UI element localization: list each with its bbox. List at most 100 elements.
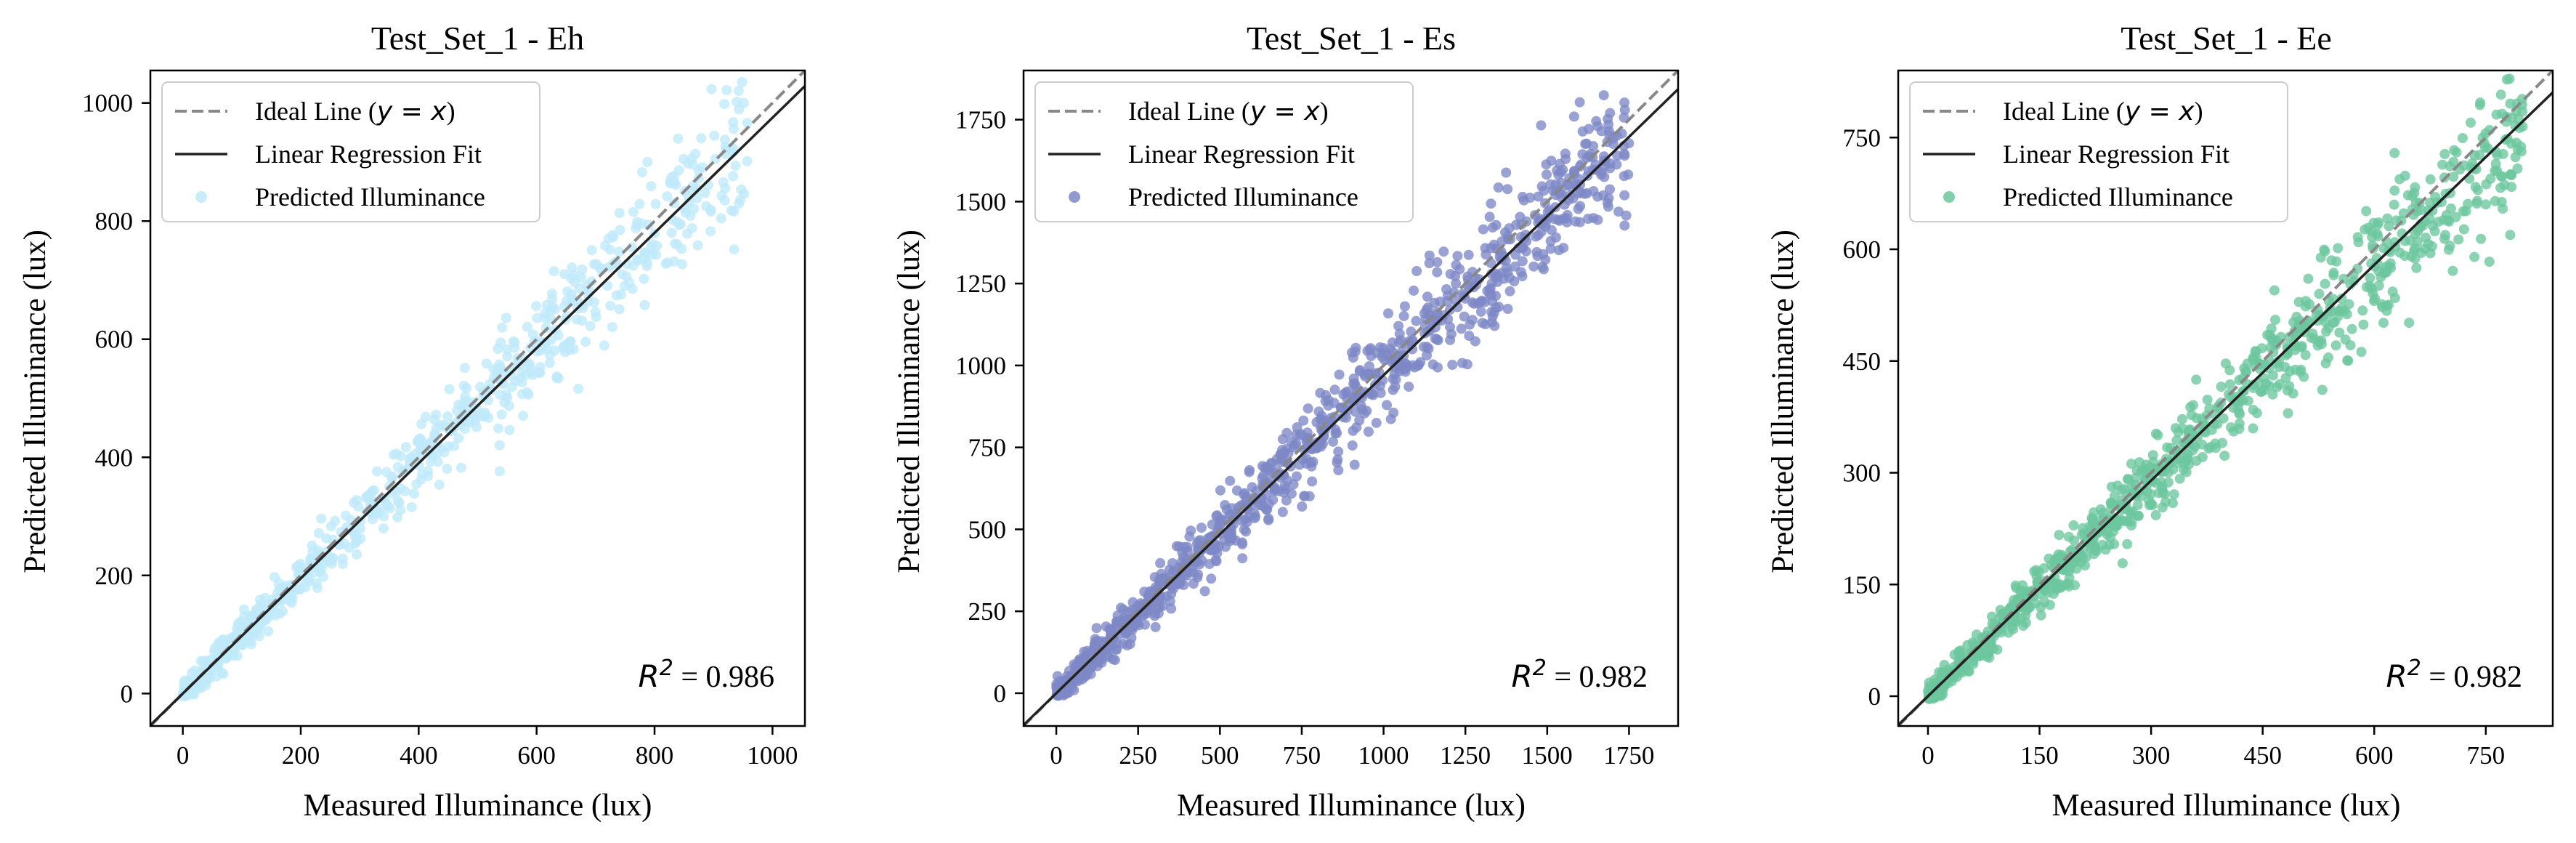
scatter-point xyxy=(1150,621,1161,632)
scatter-point xyxy=(1568,111,1579,122)
scatter-point xyxy=(2323,323,2334,334)
scatter-point xyxy=(1456,323,1467,334)
r2-annotation: R2 = 0.982 xyxy=(2386,656,2522,694)
x-tick-label: 250 xyxy=(1119,741,1157,770)
legend-ideal-suffix: ) xyxy=(447,97,455,126)
scatter-point xyxy=(737,77,748,88)
scatter-point xyxy=(1348,396,1359,407)
r2-symbol: R xyxy=(639,658,660,694)
scatter-point xyxy=(2389,148,2400,158)
scatter-point xyxy=(2389,237,2400,248)
scatter-point xyxy=(2407,190,2418,201)
scatter-point xyxy=(2424,214,2435,225)
scatter-point xyxy=(1387,337,1398,348)
scatter-point xyxy=(2303,273,2314,284)
scatter-point xyxy=(2283,408,2293,419)
y-tick-label: 1000 xyxy=(82,89,133,118)
scatter-point xyxy=(1263,515,1274,525)
scatter-point xyxy=(2116,485,2127,496)
scatter-point xyxy=(2210,438,2221,449)
scatter-point xyxy=(2477,132,2488,143)
scatter-point xyxy=(517,389,528,400)
scatter-point xyxy=(2415,222,2425,233)
scatter-point xyxy=(1210,544,1220,555)
scatter-point xyxy=(615,225,625,235)
scatter-point xyxy=(442,464,453,474)
scatter-point xyxy=(1215,485,1226,496)
r2-superscript: 2 xyxy=(660,656,673,681)
scatter-point xyxy=(1515,267,1526,278)
scatter-point xyxy=(1491,219,1502,230)
scatter-point xyxy=(2011,616,2022,627)
scatter-point xyxy=(1333,446,1344,457)
scatter-point xyxy=(318,557,329,568)
scatter-point xyxy=(1239,524,1249,535)
scatter-point xyxy=(2132,500,2143,511)
scatter-point xyxy=(434,480,445,491)
scatter-point xyxy=(1457,358,1467,368)
scatter-point xyxy=(1220,541,1231,552)
scatter-point xyxy=(1498,273,1509,284)
scatter-point xyxy=(2410,243,2421,254)
y-tick-label: 150 xyxy=(1843,570,1882,599)
scatter-point xyxy=(2498,203,2508,214)
scatter-point xyxy=(1971,629,1982,640)
scatter-point xyxy=(1364,361,1374,371)
scatter-point xyxy=(1332,454,1343,465)
scatter-point xyxy=(1363,427,1374,437)
scatter-point xyxy=(2153,488,2164,499)
x-tick-label: 0 xyxy=(1921,741,1935,770)
scatter-point xyxy=(304,576,315,586)
scatter-point xyxy=(642,157,653,167)
scatter-point xyxy=(2224,379,2235,390)
scatter-point xyxy=(738,97,749,108)
scatter-point xyxy=(1549,214,1560,225)
legend-scatter-swatch xyxy=(1069,191,1080,203)
scatter-point xyxy=(1267,458,1278,469)
scatter-point xyxy=(614,246,625,257)
scatter-point xyxy=(294,584,305,595)
scatter-point xyxy=(1390,374,1401,385)
scatter-point xyxy=(2333,243,2344,254)
scatter-point xyxy=(1411,266,1422,276)
x-tick-label: 0 xyxy=(177,741,189,770)
x-tick-label: 0 xyxy=(1050,741,1063,770)
scatter-point xyxy=(471,422,482,432)
scatter-point xyxy=(2499,180,2510,190)
scatter-point xyxy=(2345,340,2356,351)
scatter-point xyxy=(1493,182,1504,193)
scatter-point xyxy=(392,496,403,507)
scatter-point xyxy=(1528,261,1539,272)
scatter-point xyxy=(1583,214,1594,224)
scatter-point xyxy=(1480,243,1491,254)
regression-fit-line xyxy=(1898,91,2553,726)
scatter-point xyxy=(670,238,681,249)
scatter-point xyxy=(687,159,698,170)
scatter-point xyxy=(2283,385,2293,396)
chart-panel-es: Test_Set_1 - Es Predicted Illuminance (l… xyxy=(892,20,1680,823)
scatter-point xyxy=(2272,382,2283,392)
legend-scatter-swatch xyxy=(1943,191,1955,203)
scatter-point xyxy=(1291,429,1302,440)
scatter-point xyxy=(2365,281,2375,291)
legend-ideal-label: Ideal Line (y = x) xyxy=(255,97,455,126)
scatter-point xyxy=(444,384,455,395)
scatter-point xyxy=(493,423,503,434)
scatter-point xyxy=(1504,223,1515,234)
scatter-point xyxy=(2320,246,2330,257)
scatter-point xyxy=(1619,220,1630,231)
legend-ideal-label: Ideal Line (y = x) xyxy=(2003,97,2203,126)
scatter-point xyxy=(1371,347,1382,358)
scatter-point xyxy=(2269,337,2280,348)
scatter-point xyxy=(459,363,470,374)
scatter-point xyxy=(1276,450,1287,460)
scatter-point xyxy=(1592,214,1603,225)
scatter-point xyxy=(2382,213,2393,224)
scatter-point xyxy=(1623,169,1634,180)
scatter-point xyxy=(2102,526,2113,537)
scatter-point xyxy=(2143,495,2154,506)
scatter-point xyxy=(522,321,532,332)
scatter-point xyxy=(666,227,677,238)
scatter-point xyxy=(586,276,597,287)
scatter-point xyxy=(497,322,508,333)
